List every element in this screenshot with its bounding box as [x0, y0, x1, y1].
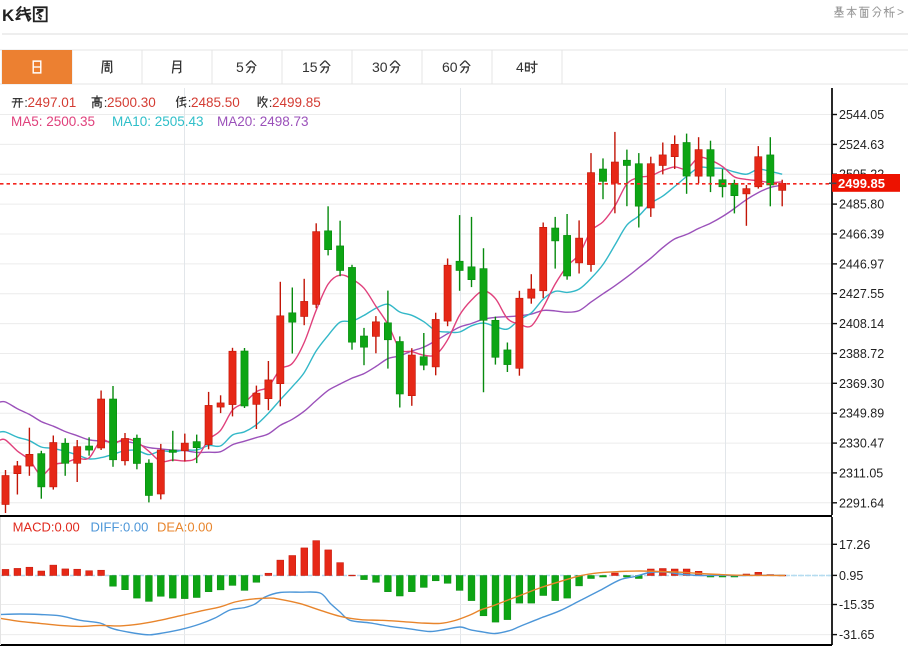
svg-text:2349.89: 2349.89 [839, 407, 884, 421]
svg-text:2427.55: 2427.55 [839, 287, 884, 301]
svg-text:2500.30: 2500.30 [107, 95, 156, 110]
svg-text:0.95: 0.95 [839, 569, 863, 583]
svg-text:2466.39: 2466.39 [839, 228, 884, 242]
svg-text::: : [24, 95, 28, 110]
svg-text:2544.05: 2544.05 [839, 108, 884, 122]
svg-text:2497.01: 2497.01 [28, 95, 77, 110]
svg-text:2388.72: 2388.72 [839, 347, 884, 361]
svg-text:MA5: 2500.35: MA5: 2500.35 [11, 114, 95, 129]
svg-text:5: 5 [236, 59, 244, 75]
svg-text::: : [188, 95, 192, 110]
svg-text:2485.80: 2485.80 [839, 198, 884, 212]
svg-text:30: 30 [372, 59, 388, 75]
svg-text:-15.35: -15.35 [839, 598, 874, 612]
svg-text:MACD:0.00: MACD:0.00 [13, 520, 80, 535]
svg-text::: : [104, 95, 108, 110]
svg-text::: : [269, 95, 273, 110]
svg-text:60: 60 [442, 59, 458, 75]
svg-text:2499.85: 2499.85 [272, 95, 321, 110]
svg-text:2485.50: 2485.50 [191, 95, 240, 110]
svg-text:2369.30: 2369.30 [839, 377, 884, 391]
svg-text:-31.65: -31.65 [839, 628, 874, 642]
svg-text:2408.14: 2408.14 [839, 317, 884, 331]
svg-text:2311.05: 2311.05 [839, 466, 883, 480]
svg-text:2291.64: 2291.64 [839, 496, 884, 510]
svg-text:4: 4 [516, 59, 524, 75]
svg-text:DEA:0.00: DEA:0.00 [157, 520, 213, 535]
svg-text:MA20: 2498.73: MA20: 2498.73 [217, 114, 309, 129]
svg-text:2524.63: 2524.63 [839, 138, 884, 152]
svg-text:DIFF:0.00: DIFF:0.00 [91, 520, 149, 535]
svg-text:2330.47: 2330.47 [839, 437, 884, 451]
svg-text:MA10: 2505.43: MA10: 2505.43 [112, 114, 204, 129]
svg-text:15: 15 [302, 59, 318, 75]
svg-text:K: K [2, 6, 15, 25]
svg-text:2446.97: 2446.97 [839, 257, 884, 271]
svg-text:2499.85: 2499.85 [838, 176, 885, 191]
svg-text:17.26: 17.26 [839, 538, 870, 552]
svg-text:>: > [897, 5, 904, 19]
